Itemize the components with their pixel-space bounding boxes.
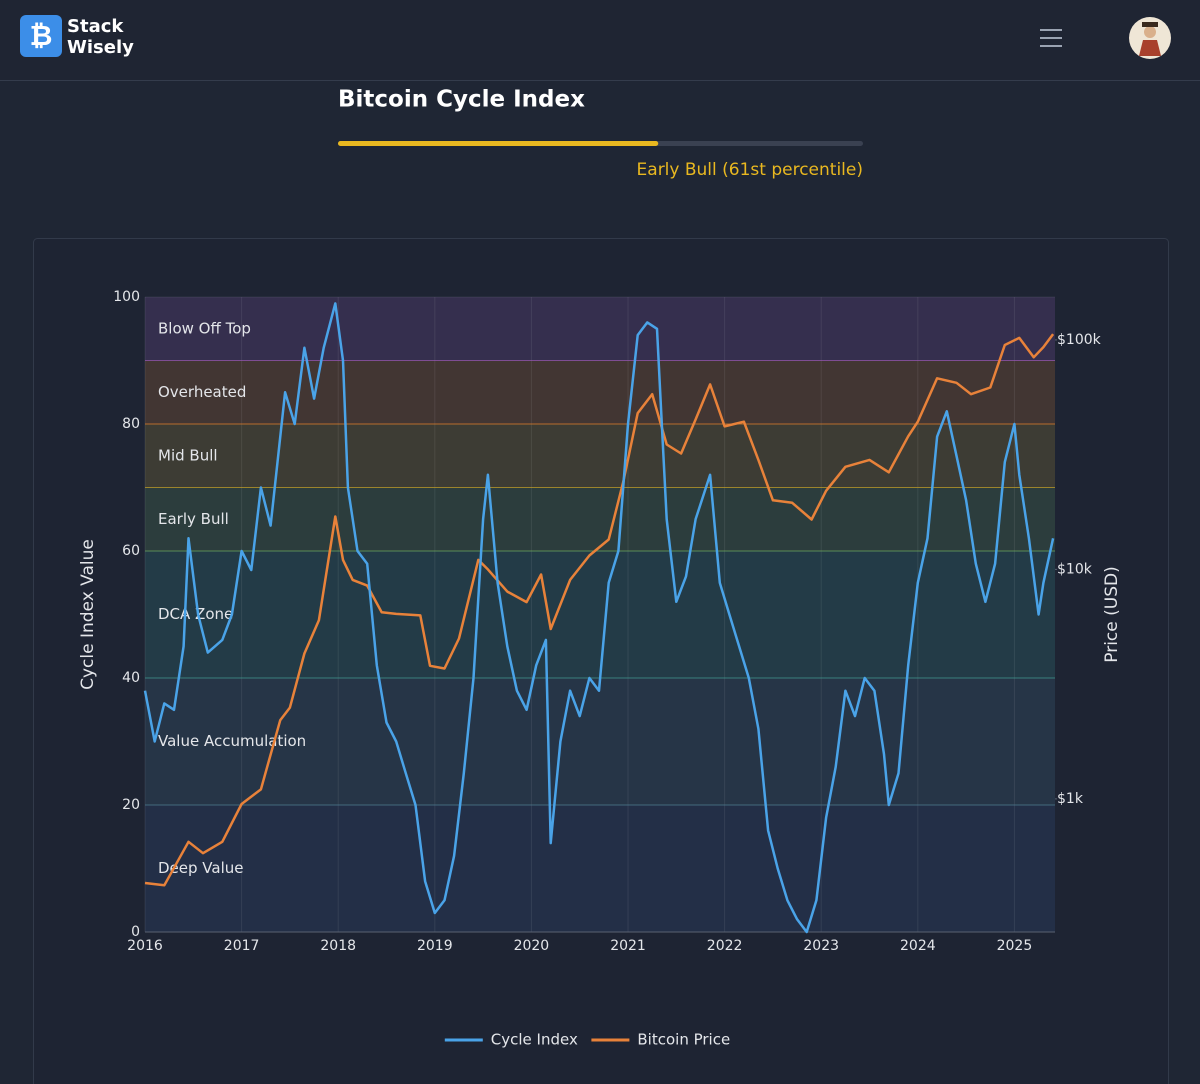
zone-label: Value Accumulation (158, 732, 306, 750)
x-tick-label: 2025 (997, 938, 1033, 954)
zone-band (145, 551, 1055, 678)
x-tick-label: 2020 (514, 938, 550, 954)
y-tick-label: 60 (122, 543, 140, 559)
zone-label: DCA Zone (158, 605, 233, 623)
series-line (144, 333, 1055, 887)
zone-band (145, 678, 1055, 805)
logo-icon (20, 15, 62, 57)
x-tick-label: 2017 (224, 938, 260, 954)
avatar-face (1144, 26, 1156, 38)
top-bar (0, 0, 1200, 80)
y-axis-title: Cycle Index Value (78, 539, 98, 690)
x-tick-label: 2019 (417, 938, 453, 954)
x-tick-label: 2022 (707, 938, 743, 954)
index-title: Bitcoin Cycle Index (338, 87, 585, 113)
zone-label: Early Bull (158, 510, 229, 528)
zone-label: Deep Value (158, 859, 244, 877)
brand-top: Stack (67, 16, 124, 37)
brand-bottom: Wisely (67, 37, 134, 58)
logo[interactable]: ₿ Stack Wisely (20, 15, 134, 58)
avatar-body (1139, 40, 1161, 56)
zone-band (145, 297, 1055, 361)
legend-label: Cycle Index (491, 1031, 578, 1049)
zone-band (145, 424, 1055, 488)
avatar[interactable] (1129, 17, 1171, 59)
y2-tick-label: $100k (1057, 332, 1102, 348)
y-tick-label: 80 (122, 416, 140, 432)
y2-tick-label: $10k (1057, 561, 1093, 577)
zone-label: Blow Off Top (158, 319, 251, 337)
series-line (143, 302, 1055, 934)
zone-band (145, 805, 1055, 932)
progress-fill (338, 141, 659, 146)
zone-label: Overheated (158, 383, 246, 401)
zone-label: Mid Bull (158, 446, 218, 464)
chart: Deep Value Value Accumulation DCA Zone Earl… (78, 289, 1122, 1049)
x-tick-label: 2023 (803, 938, 839, 954)
index-status: Early Bull (61st percentile) (637, 160, 863, 180)
y2-axis-title: Price (USD) (1102, 566, 1122, 662)
y-tick-label: 0 (131, 924, 140, 940)
x-tick-label: 2024 (900, 938, 936, 954)
menu-button[interactable] (1040, 29, 1062, 47)
y-tick-label: 20 (122, 797, 140, 813)
zone-band (145, 487, 1055, 551)
x-tick-label: 2021 (610, 938, 646, 954)
legend-label: Bitcoin Price (637, 1031, 730, 1049)
avatar-hat (1142, 22, 1158, 27)
y2-tick-label: $1k (1057, 791, 1084, 807)
y-tick-label: 40 (122, 670, 140, 686)
y-tick-label: 100 (113, 289, 140, 305)
logo-symbol: ₿ (30, 19, 53, 52)
x-tick-label: 2016 (127, 938, 163, 954)
x-tick-label: 2018 (320, 938, 356, 954)
